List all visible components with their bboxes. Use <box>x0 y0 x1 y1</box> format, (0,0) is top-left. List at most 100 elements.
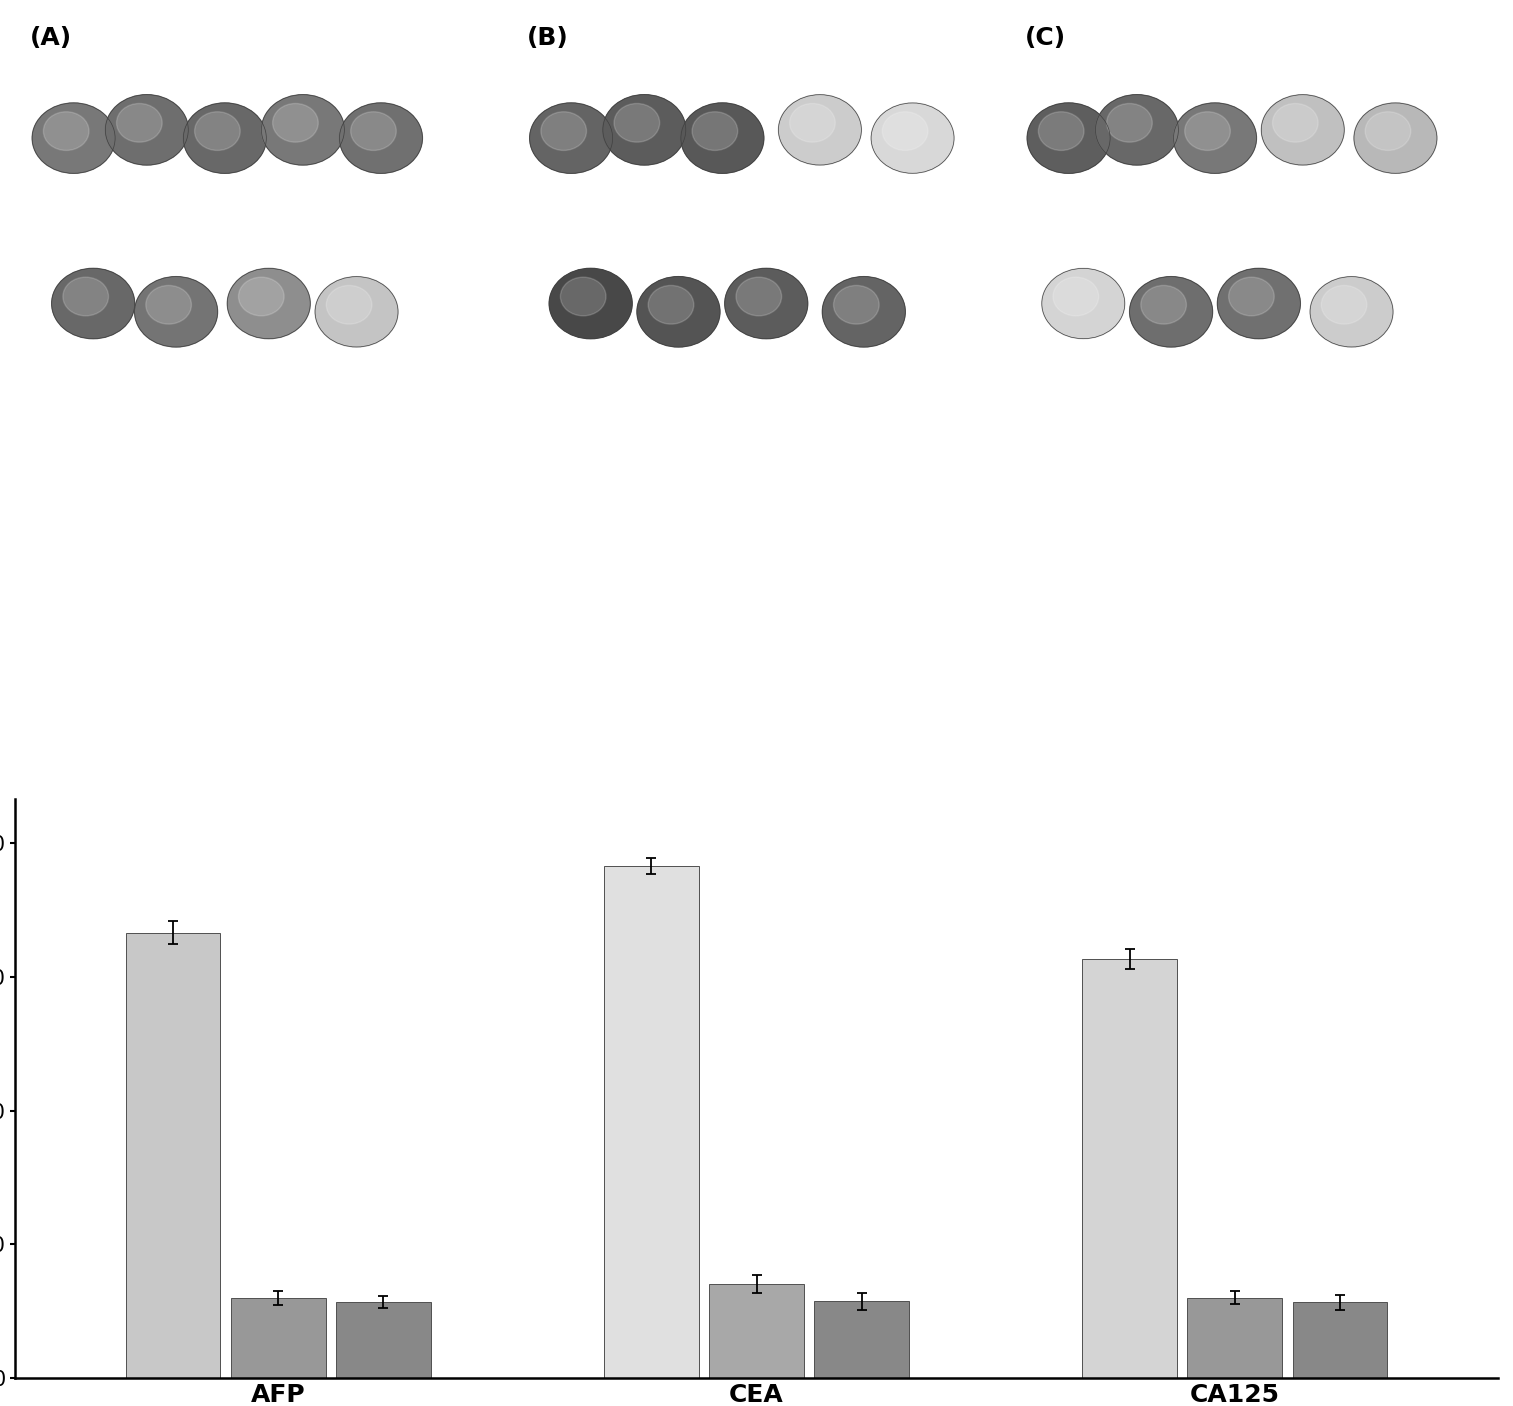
Ellipse shape <box>165 457 227 612</box>
Circle shape <box>64 277 109 316</box>
Ellipse shape <box>608 257 828 811</box>
Ellipse shape <box>1120 599 1194 786</box>
Circle shape <box>681 103 764 173</box>
Bar <box>814 1302 909 1378</box>
Ellipse shape <box>679 439 755 628</box>
Ellipse shape <box>534 427 744 957</box>
Circle shape <box>183 103 266 173</box>
Circle shape <box>1095 94 1179 165</box>
Text: (D): (D) <box>30 451 73 475</box>
Ellipse shape <box>1283 641 1324 744</box>
Ellipse shape <box>1239 472 1289 596</box>
Ellipse shape <box>749 292 940 775</box>
Circle shape <box>239 277 284 316</box>
Circle shape <box>1272 104 1318 142</box>
Ellipse shape <box>219 619 278 766</box>
Circle shape <box>327 285 372 325</box>
Ellipse shape <box>1232 512 1374 873</box>
Ellipse shape <box>510 329 672 740</box>
Circle shape <box>1174 103 1256 173</box>
Ellipse shape <box>56 575 150 810</box>
Circle shape <box>1141 285 1186 325</box>
Ellipse shape <box>564 503 714 882</box>
Bar <box>336 1302 431 1378</box>
Circle shape <box>135 277 218 347</box>
Circle shape <box>1262 94 1344 165</box>
Circle shape <box>1042 269 1124 339</box>
Ellipse shape <box>685 454 749 613</box>
Ellipse shape <box>1192 353 1336 714</box>
Circle shape <box>790 104 835 142</box>
Circle shape <box>1106 104 1153 142</box>
Ellipse shape <box>236 292 428 775</box>
Ellipse shape <box>1080 440 1154 627</box>
Circle shape <box>1354 103 1437 173</box>
Ellipse shape <box>14 370 144 697</box>
Ellipse shape <box>70 610 136 775</box>
Ellipse shape <box>35 423 123 645</box>
Ellipse shape <box>188 537 310 848</box>
Ellipse shape <box>589 564 690 821</box>
Circle shape <box>1310 277 1393 347</box>
Circle shape <box>691 111 738 150</box>
Ellipse shape <box>1091 468 1144 600</box>
Circle shape <box>779 94 861 165</box>
Circle shape <box>1229 277 1274 316</box>
Ellipse shape <box>664 399 772 669</box>
Ellipse shape <box>300 451 365 617</box>
Circle shape <box>725 269 808 339</box>
Bar <box>1082 959 1177 1378</box>
Ellipse shape <box>1080 499 1233 886</box>
Circle shape <box>1038 111 1083 150</box>
Circle shape <box>1130 277 1212 347</box>
Ellipse shape <box>1135 637 1179 748</box>
Ellipse shape <box>35 520 171 865</box>
Circle shape <box>1218 269 1300 339</box>
Bar <box>231 1298 325 1378</box>
Ellipse shape <box>1101 555 1210 831</box>
Ellipse shape <box>746 606 816 779</box>
Ellipse shape <box>304 465 360 603</box>
Ellipse shape <box>1229 446 1298 621</box>
Ellipse shape <box>88 263 303 806</box>
Circle shape <box>614 104 660 142</box>
Circle shape <box>530 103 613 173</box>
Bar <box>1188 1298 1282 1378</box>
Ellipse shape <box>120 340 272 728</box>
Circle shape <box>51 269 135 339</box>
Bar <box>604 866 699 1378</box>
Circle shape <box>1027 103 1111 173</box>
Circle shape <box>339 103 422 173</box>
Circle shape <box>315 277 398 347</box>
Circle shape <box>823 277 905 347</box>
Text: (B): (B) <box>527 27 569 51</box>
Bar <box>1292 1302 1387 1378</box>
Ellipse shape <box>53 468 104 599</box>
Ellipse shape <box>610 617 669 768</box>
Circle shape <box>648 285 694 325</box>
Ellipse shape <box>8 451 198 934</box>
Circle shape <box>227 269 310 339</box>
Ellipse shape <box>604 602 675 783</box>
Circle shape <box>32 103 115 173</box>
Ellipse shape <box>286 416 378 651</box>
Ellipse shape <box>1244 482 1285 586</box>
Bar <box>126 932 221 1378</box>
Bar <box>710 1284 803 1378</box>
Text: (C): (C) <box>1024 27 1065 51</box>
Ellipse shape <box>817 465 871 603</box>
Circle shape <box>44 111 89 150</box>
Circle shape <box>106 94 188 165</box>
Circle shape <box>145 285 192 325</box>
Ellipse shape <box>797 416 891 651</box>
Circle shape <box>117 104 162 142</box>
Ellipse shape <box>551 434 629 634</box>
Ellipse shape <box>207 588 290 799</box>
Circle shape <box>549 269 632 339</box>
Ellipse shape <box>1278 630 1327 755</box>
Circle shape <box>560 277 607 316</box>
Text: (A): (A) <box>30 27 73 51</box>
Circle shape <box>1365 111 1410 150</box>
Ellipse shape <box>732 569 829 815</box>
Ellipse shape <box>1130 626 1183 759</box>
